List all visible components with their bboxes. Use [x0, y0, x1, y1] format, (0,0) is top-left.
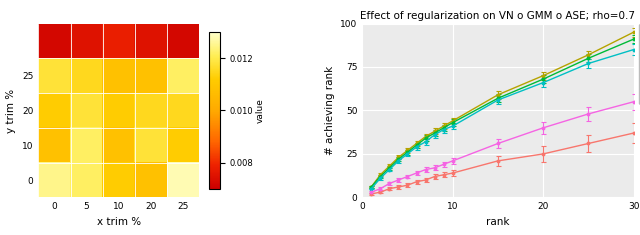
Legend: Contaminated, Core only, Reg. x=0.1, y=0.0, Reg. x=y=0.1, Reg. x=y=0.2: Contaminated, Core only, Reg. x=0.1, y=0… [639, 24, 640, 104]
Title: Effect of regularization on VN o GMM o ASE; rho=0.7: Effect of regularization on VN o GMM o A… [360, 11, 636, 21]
X-axis label: rank: rank [486, 217, 509, 227]
Y-axis label: value: value [256, 98, 265, 123]
Y-axis label: y trim %: y trim % [6, 88, 17, 133]
Y-axis label: # achieving rank: # achieving rank [324, 66, 335, 155]
X-axis label: x trim %: x trim % [97, 217, 141, 227]
